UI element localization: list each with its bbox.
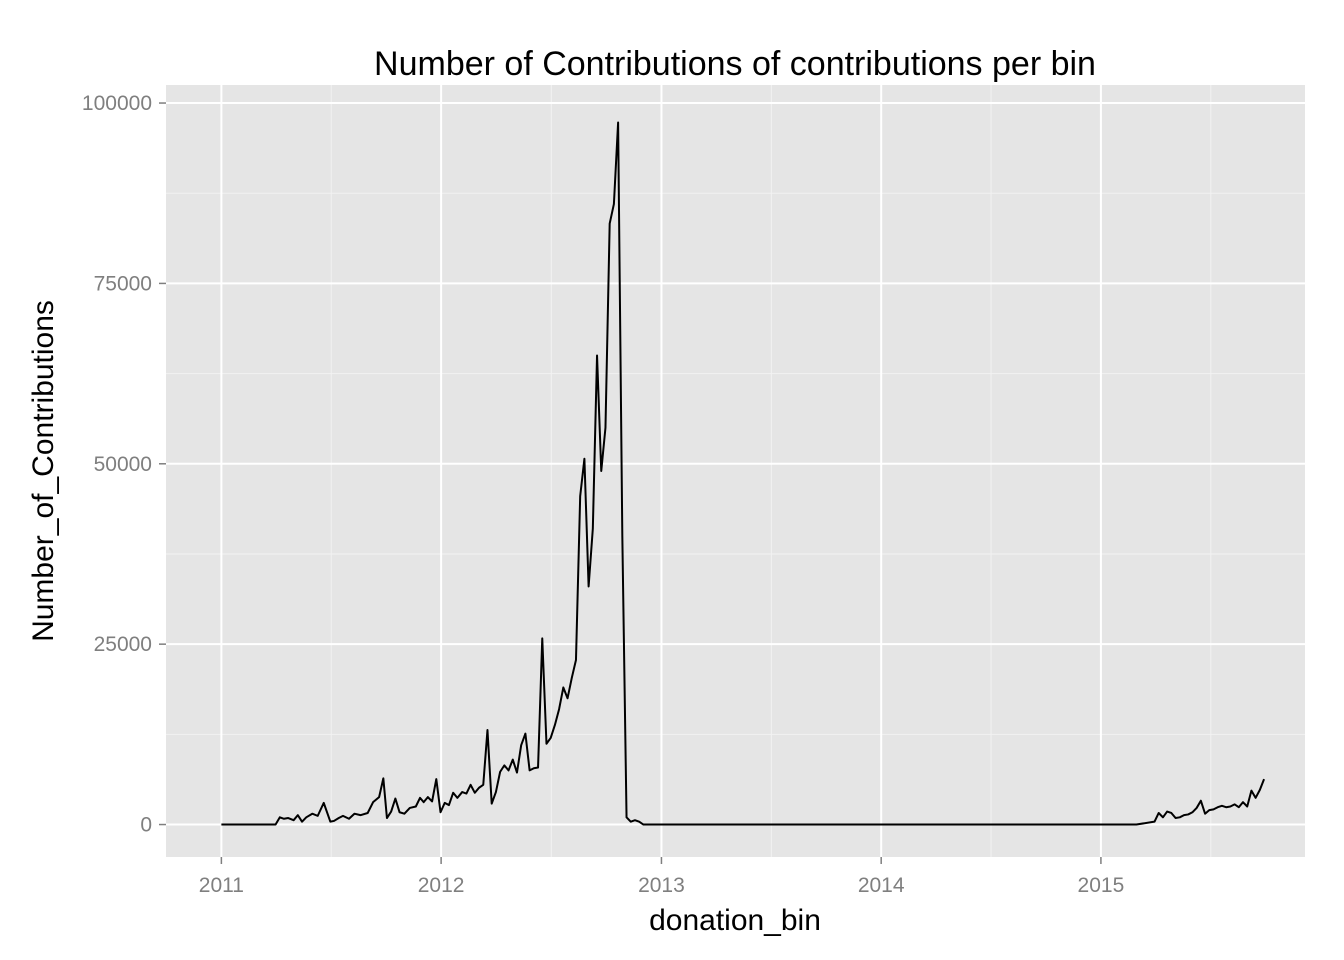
x-tick-label: 2014 bbox=[858, 874, 905, 897]
x-tick-label: 2013 bbox=[638, 874, 685, 897]
chart-title: Number of Contributions of contributions… bbox=[374, 45, 1096, 83]
plot-panel bbox=[166, 85, 1305, 857]
x-axis-label: donation_bin bbox=[649, 904, 821, 937]
y-tick-label: 75000 bbox=[94, 272, 152, 295]
x-tick-label: 2011 bbox=[199, 874, 244, 897]
x-axis-ticks: 2011 2012 2013 2014 2015 bbox=[199, 857, 1124, 897]
series-line bbox=[221, 121, 1265, 826]
y-tick-label: 100000 bbox=[82, 92, 152, 115]
y-tick-label: 50000 bbox=[94, 453, 152, 476]
y-axis-label: Number_of_Contributions bbox=[27, 300, 60, 642]
x-tick-label: 2015 bbox=[1078, 874, 1125, 897]
y-tick-label: 0 bbox=[140, 814, 152, 837]
y-axis-ticks: 0 25000 50000 75000 100000 bbox=[82, 92, 166, 837]
y-tick-label: 25000 bbox=[94, 633, 152, 656]
minor-gridlines bbox=[166, 85, 1305, 857]
x-tick-label: 2012 bbox=[418, 874, 465, 897]
